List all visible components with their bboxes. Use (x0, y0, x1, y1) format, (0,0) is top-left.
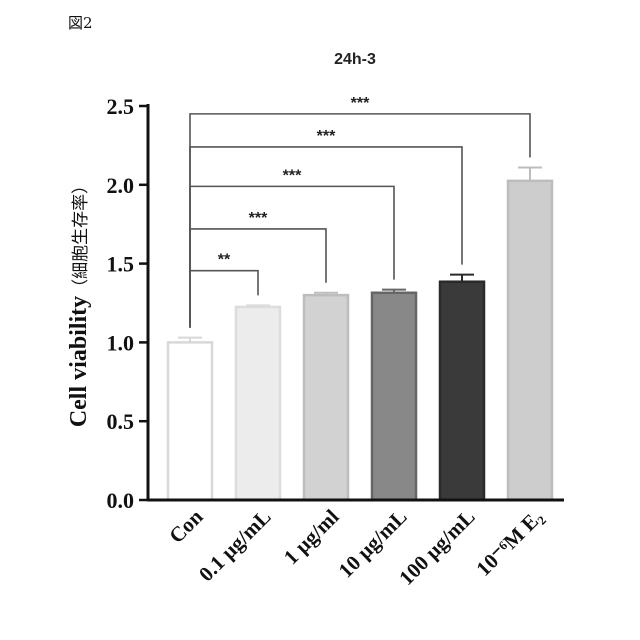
chart-title: 24h-3 (334, 51, 376, 68)
bars (168, 167, 552, 500)
significance-label: *** (249, 210, 268, 227)
bar (304, 295, 348, 500)
bar (508, 181, 552, 500)
significance-label: *** (351, 95, 370, 112)
bar (372, 293, 416, 500)
y-tick-label: 1.5 (107, 252, 135, 277)
y-tick-label: 1.0 (107, 330, 135, 355)
bar (168, 342, 212, 500)
y-axis-label-jp: （細胞生存率） (71, 177, 91, 296)
x-category-label: 0.1 µg/mL (194, 505, 276, 587)
bar (236, 307, 280, 500)
significance-label: *** (283, 167, 302, 184)
y-axis-label: Cell viability（細胞生存率） (66, 177, 92, 427)
y-tick-label: 0.5 (107, 409, 135, 434)
x-category-label: 10⁻⁶M E₂ (471, 505, 547, 581)
svg-text:Cell viability（細胞生存率）: Cell viability（細胞生存率） (66, 177, 92, 427)
y-tick-label: 2.0 (107, 173, 135, 198)
significance-label: *** (317, 128, 336, 145)
x-category-label: 1 µg/ml (279, 504, 344, 569)
x-category-label: Con (164, 504, 208, 548)
y-tick-label: 2.5 (107, 94, 135, 119)
x-category-labels: Con0.1 µg/mL1 µg/ml10 µg/mL100 µg/mL10⁻⁶… (164, 504, 547, 590)
significance-label: ** (218, 252, 231, 269)
y-tick-label: 0.0 (107, 488, 135, 513)
bar (440, 282, 484, 500)
y-ticks: 0.0 0.5 1.0 1.5 2.0 2.5 (107, 94, 149, 513)
y-axis-label-text: Cell viability (66, 296, 92, 427)
